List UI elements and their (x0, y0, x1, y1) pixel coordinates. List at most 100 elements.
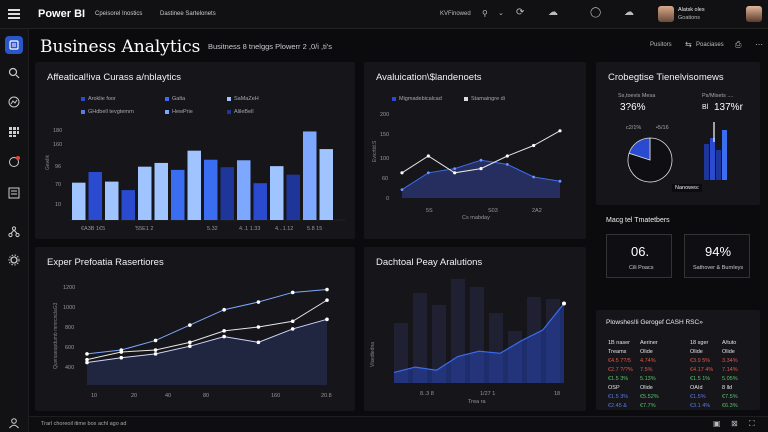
bar (72, 182, 86, 220)
y-tick: 0 (386, 196, 389, 202)
line-chart-panel: Avaluication\$landenoets Migmadebicalcad… (364, 62, 586, 239)
x-tick: 1/27 1 (480, 391, 495, 397)
x-tick: 2A2 (532, 208, 542, 214)
data-point (532, 143, 536, 148)
nav-network-icon[interactable] (5, 223, 23, 241)
purchases-button[interactable]: Poaciases (696, 42, 724, 48)
table-cell: 1B naser (608, 340, 631, 346)
overview-note: Nanowes: (672, 184, 703, 192)
overview-panel: Crobegtise Tienelvisomews Ss,toevis Mesa… (596, 62, 760, 205)
x-tick: 20 (131, 393, 137, 399)
menu-item-2[interactable]: Dastinee Sartelonets (160, 11, 216, 17)
line-chart-title: Avaluication\$landenoets (376, 72, 482, 83)
y-tick: 1200 (63, 285, 75, 291)
legend-item: Aroklie foor (81, 96, 116, 102)
multi-line-panel: Exper Prefoatia Rasertiores 1200 1000 80… (35, 247, 355, 411)
chevron-down-icon[interactable]: ⌄ (498, 10, 504, 17)
y-tick: 150 (380, 132, 389, 138)
data-point (256, 300, 261, 304)
close-icon[interactable]: ⊠ (731, 419, 738, 428)
table-cell: 18 sger (690, 340, 709, 346)
table-cell: €7.7% (640, 403, 656, 409)
left-nav (0, 29, 29, 432)
table-cell: Olide (640, 385, 653, 391)
search-icon[interactable]: ⚲ (482, 9, 488, 18)
data-point (85, 352, 89, 356)
overview-chart (627, 122, 727, 183)
y-tick: 600 (65, 345, 74, 351)
y-tick: 96 (55, 164, 61, 170)
mini-bar (716, 150, 721, 180)
cloud-sync-icon[interactable]: ☁ (548, 7, 558, 18)
area-chart: Vlsedtedna 8..3 8 1/27 1 18 Trea ra (370, 279, 566, 405)
bar (204, 159, 218, 220)
series-line (393, 303, 565, 373)
x-tick: 160 (271, 393, 280, 399)
table-cell: €1.5 3% (608, 376, 629, 382)
background-bar (470, 287, 484, 383)
user-name: Alatsk oles (678, 7, 705, 13)
user-icon[interactable]: ◯ (590, 7, 602, 18)
table-cell: A/tuto (722, 340, 737, 346)
data-point (256, 325, 261, 329)
kpi-card-2[interactable]: 94% Sathover & Burnleys (684, 234, 750, 278)
fullscreen-icon[interactable]: ⛶ (749, 419, 755, 428)
search-box[interactable]: KVFinowed (440, 11, 471, 17)
series-area (394, 303, 564, 383)
table-title: Plowshes!li Gerogef CASH RSC» (606, 319, 703, 326)
more-icon[interactable]: ⋯ (755, 40, 763, 49)
nav-home-icon[interactable] (5, 36, 23, 54)
bar (286, 174, 300, 220)
x-tick: 10 (91, 393, 97, 399)
app-name: Power BI (38, 8, 86, 20)
cloud-icon[interactable]: ☁ (624, 7, 634, 18)
y-axis-label: Vlsedtedna (370, 342, 376, 367)
top-bar: Power BI Cpeisorel Inostics Dastinee Sar… (0, 0, 768, 29)
kpi-card-1[interactable]: 06. Cili Poacs (606, 234, 672, 278)
nav-analytics-icon[interactable] (5, 93, 23, 111)
profile-avatar[interactable] (746, 6, 762, 22)
avatar[interactable] (658, 6, 674, 22)
background-bar (489, 313, 503, 383)
x-tick: 4..1 1.33 (239, 226, 260, 232)
kpi-label: Sathover & Burnleys (693, 265, 744, 271)
x-tick: 20.8 (321, 393, 332, 399)
nav-notifications-icon[interactable] (5, 153, 23, 171)
sub-metric-2: •5/16 (656, 125, 669, 131)
x-tick: 4...1.12 (275, 226, 293, 232)
bar (270, 166, 284, 220)
refresh-icon[interactable]: ⟳ (516, 7, 525, 18)
nav-account-icon[interactable] (5, 414, 23, 432)
data-table-panel: Plowshes!li Gerogef CASH RSC» 1B naser Ae… (596, 310, 760, 410)
table-cell: Olide (690, 349, 703, 355)
bar-chart-title: Affeatical!iva Curass a/nblaytics (47, 72, 181, 83)
bar-chart: 180 160 96 70 10 Gewlik €A3B 1€5 '55E1 2… (45, 128, 345, 232)
data-point (85, 357, 89, 362)
nav-reports-icon[interactable] (5, 184, 23, 202)
share-icon[interactable]: ⇆ (685, 40, 692, 49)
positions-button[interactable]: Pusitors (650, 42, 672, 48)
y-axis-label: Quvrsseopdumb mmrcnclaG3 (53, 302, 59, 369)
menu-item-1[interactable]: Cpeisorel Inostics (95, 11, 143, 17)
bar (121, 190, 135, 220)
y-tick: 100 (380, 156, 389, 162)
y-axis-label: Gewlik (45, 154, 51, 170)
background-bar (508, 331, 522, 383)
data-point (426, 171, 430, 175)
data-point (558, 129, 562, 133)
export-icon[interactable]: ⎙ (735, 40, 742, 49)
status-text: Trarl choreoil itime box achl ago ad (41, 421, 127, 427)
table-cell: €7.5% (722, 394, 738, 400)
nav-apps-icon[interactable] (5, 123, 23, 141)
bar (105, 181, 119, 220)
background-bar (546, 299, 560, 383)
nav-settings-icon[interactable] (5, 251, 23, 269)
table-cell: €3.1 4% (690, 403, 711, 409)
fit-page-icon[interactable]: ▣ (713, 419, 721, 428)
data-point (188, 344, 192, 348)
legend-item: Stamaingre di (464, 96, 505, 102)
nav-search-icon[interactable] (5, 64, 23, 82)
table-cell: OAId (690, 385, 703, 391)
series-line (86, 289, 328, 355)
app-launcher-icon[interactable] (8, 9, 20, 19)
